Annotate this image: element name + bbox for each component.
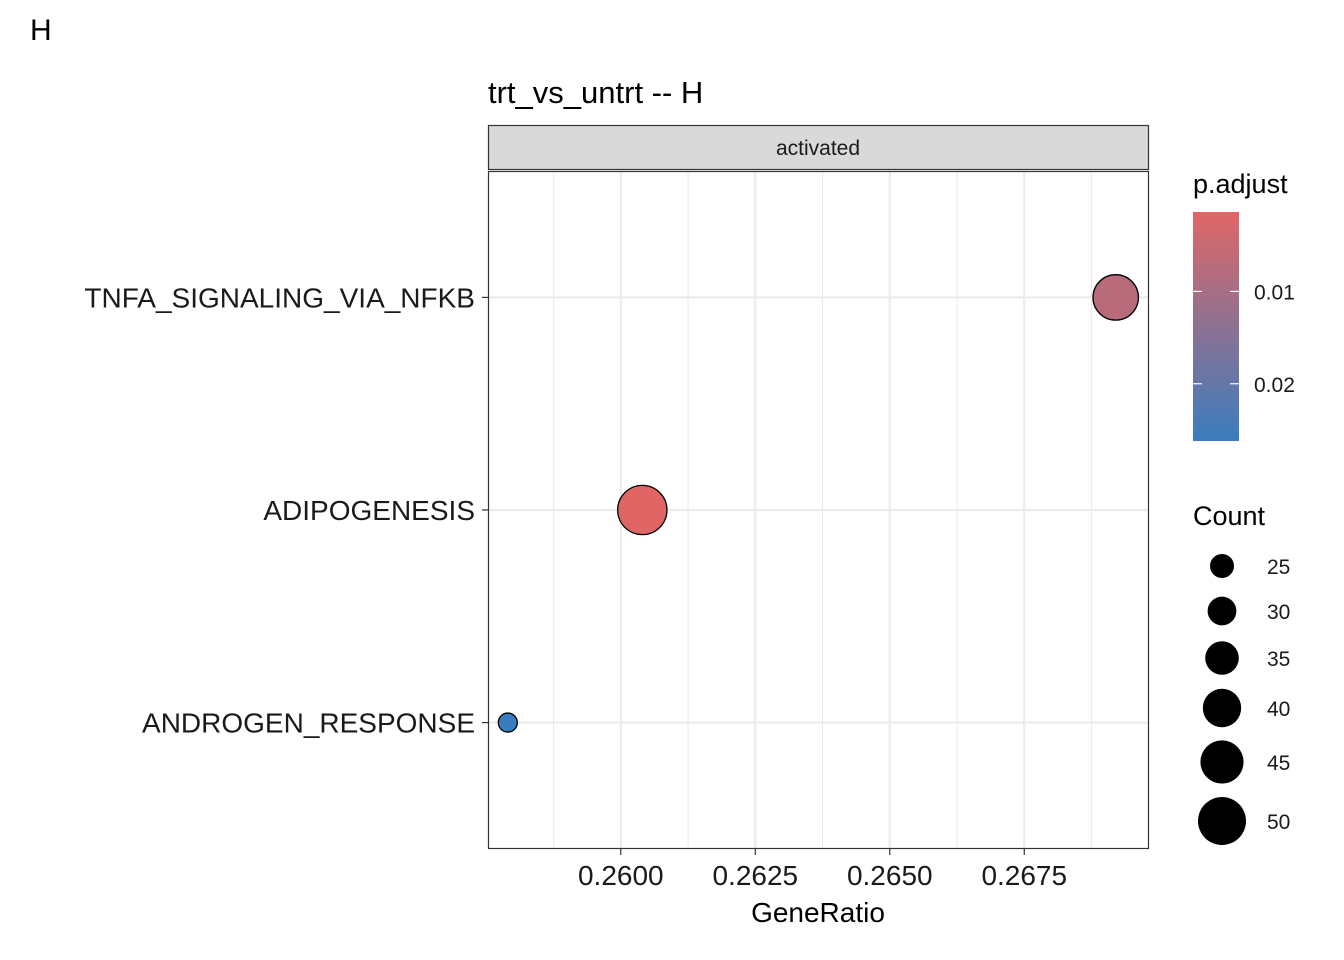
count-legend-label: 40 [1267,698,1290,721]
y-axis: TNFA_SIGNALING_VIA_NFKB ADIPOGENESIS ANDRO… [84,282,489,739]
data-point [1092,274,1140,321]
count-legend-dot [1198,797,1246,845]
y-tick-label: TNFA_SIGNALING_VIA_NFKB [84,282,475,313]
count-legend-title: Count [1193,501,1266,531]
facet-label: activated [776,137,860,160]
x-tick-label: 0.2675 [981,860,1067,891]
count-legend-label: 45 [1267,752,1290,775]
data-point [497,712,518,733]
x-tick-label: 0.2650 [847,860,933,891]
padjust-legend-title: p.adjust [1193,169,1288,199]
panel-tag: H [30,14,52,47]
count-legend-dot [1205,641,1239,675]
padjust-colorbar [1193,212,1239,441]
x-axis-title: GeneRatio [751,897,885,928]
colorbar-tick-label: 0.02 [1254,374,1295,397]
count-legend-label: 35 [1267,648,1290,671]
x-tick-label: 0.2625 [712,860,798,891]
colorbar-ticks: 0.01 0.02 [1193,281,1295,397]
colorbar-tick-label: 0.01 [1254,281,1295,304]
x-axis: 0.2600 0.2625 0.2650 0.2675 [578,848,1067,891]
data-point [617,484,668,536]
count-legend-label: 25 [1267,556,1290,579]
count-legend-dot [1207,596,1237,626]
y-tick-label: ANDROGEN_RESPONSE [142,708,475,739]
gridlines [489,172,1148,848]
chart-title: trt_vs_untrt -- H [488,75,703,110]
x-tick-label: 0.2600 [578,860,664,891]
facet-strip [487,124,1150,171]
count-legend-label: 30 [1267,601,1290,624]
y-tick-label: ADIPOGENESIS [263,495,475,526]
data-points [497,274,1140,733]
count-legend-keys: 25 30 35 40 45 50 [1198,554,1290,845]
count-legend-label: 50 [1267,811,1290,834]
count-legend-dot [1210,554,1234,578]
count-legend-dot [1202,688,1242,728]
count-legend-dot [1200,740,1244,784]
